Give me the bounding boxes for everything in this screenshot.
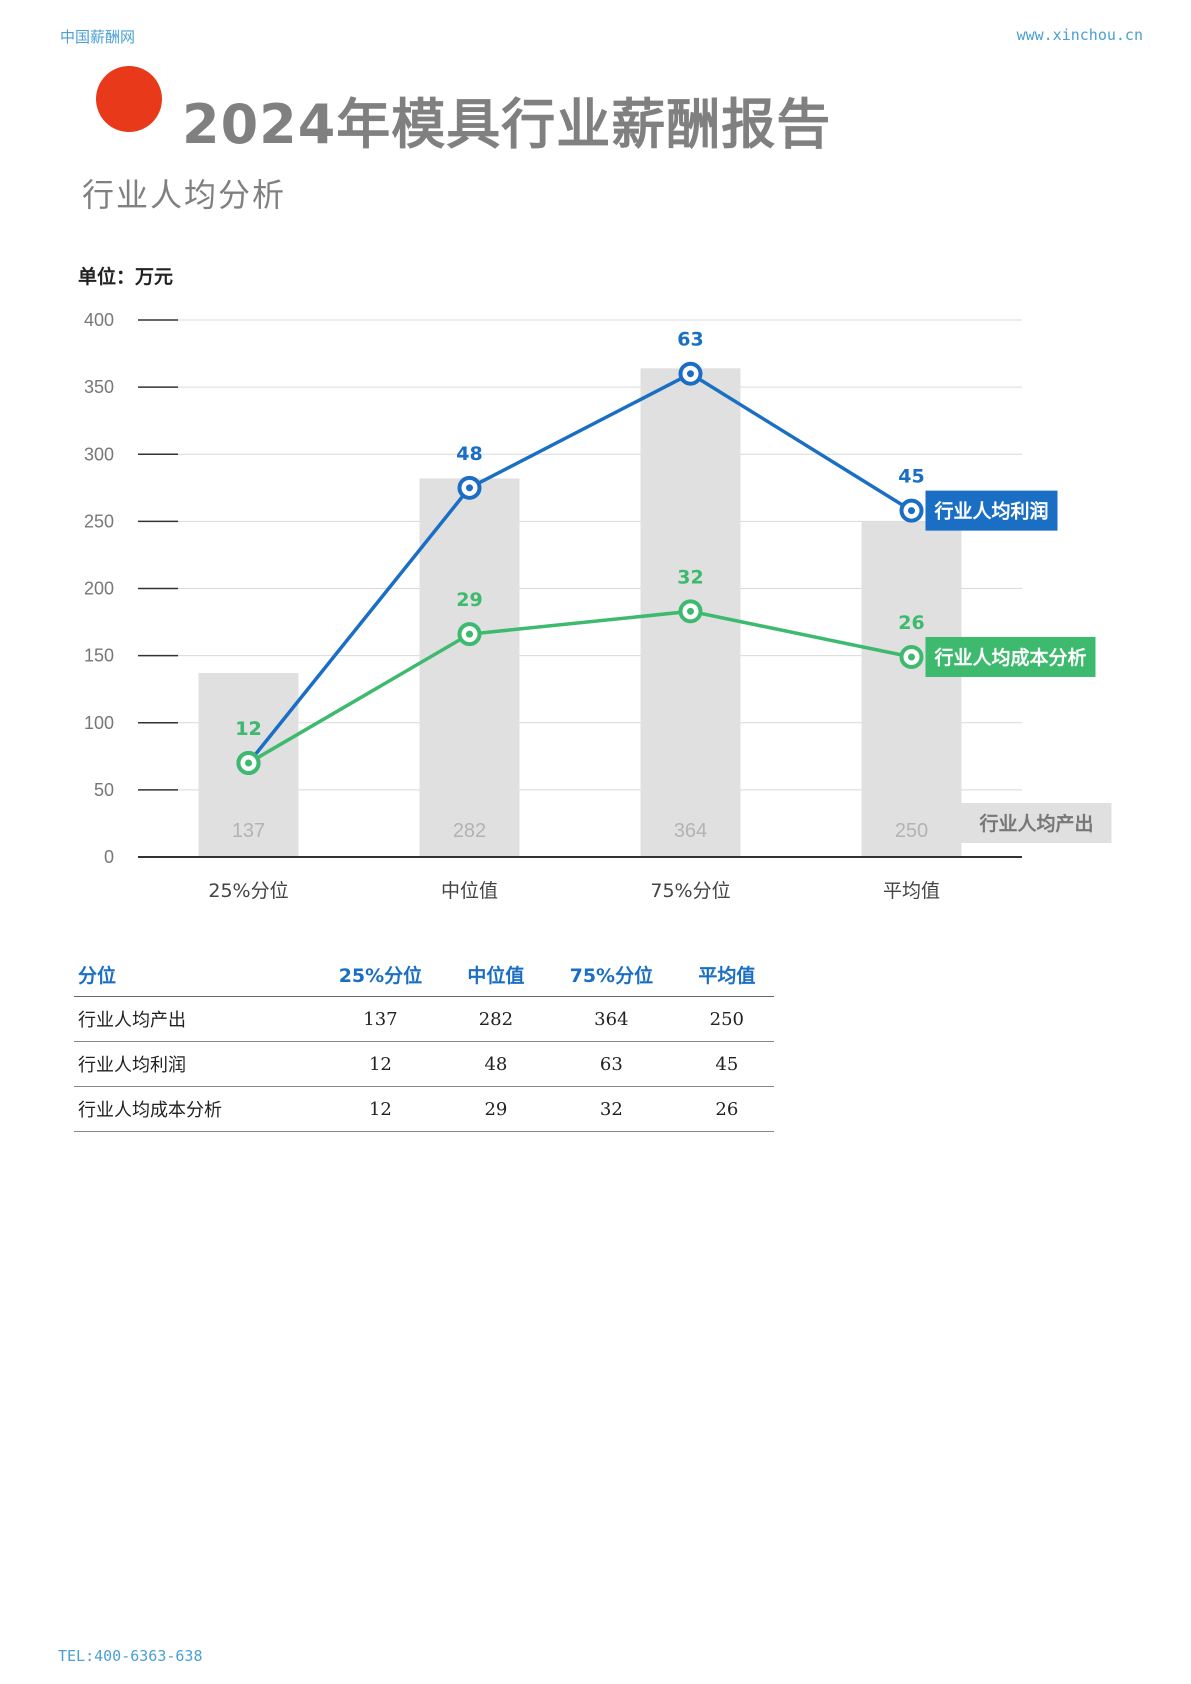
page-title: 2024年模具行业薪酬报告 [182,93,832,156]
table-cell: 12 [312,1041,449,1087]
section-subtitle: 行业人均分析 [82,176,287,214]
y-tick-label: 250 [84,511,114,531]
site-name: 中国薪酬网 [60,28,136,46]
y-tick-label: 0 [104,847,114,867]
table-header-cell: 分位 [74,952,313,997]
table-header-cell: 25%分位 [312,952,449,997]
data-table: 分位 25%分位 中位值 75%分位 平均值 行业人均产出 137 282 36… [74,952,774,1132]
bar [419,478,520,857]
table-row: 行业人均成本分析 12 29 32 26 [74,1086,774,1132]
table-cell: 282 [448,996,544,1042]
table-row: 行业人均利润 12 48 63 45 [74,1041,774,1087]
table-cell: 行业人均成本分析 [74,1086,313,1132]
y-tick-label: 150 [84,646,114,666]
table-cell: 48 [448,1041,544,1087]
unit-label: 单位：万元 [78,266,174,288]
data-point-center [908,507,915,515]
legend-box-output [961,803,1112,843]
data-label: 32 [677,566,703,588]
legend-label-output: 行业人均产出 [978,812,1093,835]
data-label: 48 [456,443,482,465]
series-line [247,371,913,765]
legend-label-line: 行业人均成本分析 [934,646,1087,669]
data-label: 12 [235,718,261,740]
table-header-cell: 平均值 [679,952,774,997]
y-tick-label: 300 [84,444,114,464]
table-cell: 45 [679,1041,774,1087]
table-cell: 63 [543,1041,680,1087]
industry-chart: 0 50 100 150 200 250 300 350 400 137 282 364 250 25%分… [84,310,1112,902]
data-label: 12 [235,718,261,740]
table-cell: 364 [543,996,680,1042]
data-label: 45 [898,466,924,488]
y-tick-label: 350 [84,377,114,397]
bar [861,521,962,857]
bar-value-label: 282 [453,820,486,842]
table-cell: 行业人均产出 [74,996,313,1042]
table-cell: 250 [679,996,774,1042]
table-header-cell: 75%分位 [543,952,680,997]
x-tick-label: 中位值 [441,880,498,902]
data-point-center [466,484,473,492]
legend-box-line [925,490,1058,531]
table-cell: 137 [312,996,449,1042]
data-point-center [466,630,473,638]
bar-value-label: 364 [674,820,707,842]
table-header-row: 分位 25%分位 中位值 75%分位 平均值 [74,952,774,997]
table-cell: 行业人均利润 [74,1041,313,1087]
footer-phone: TEL:400-6363-638 [58,1647,203,1665]
y-tick-label: 200 [84,579,114,599]
bar-value-label: 137 [232,820,265,842]
data-point-center [908,653,915,661]
table-row: 行业人均产出 137 282 364 250 [74,996,774,1042]
table-cell: 26 [679,1086,774,1132]
data-point-center [687,607,694,615]
table-cell: 32 [543,1086,680,1132]
legend-label-line: 行业人均利润 [934,500,1049,523]
data-point-center [245,759,252,767]
site-url[interactable]: www.xinchou.cn [1016,26,1143,44]
data-point-center [687,370,694,378]
legend-box-line [925,636,1096,677]
accent-dot [96,66,162,132]
x-tick-label: 平均值 [883,880,940,902]
y-tick-label: 100 [84,713,114,733]
x-tick-label: 25%分位 [208,880,288,902]
table-header-cell: 中位值 [448,952,544,997]
data-label: 26 [898,612,924,634]
x-tick-label: 75%分位 [650,880,730,902]
y-tick-label: 50 [94,780,114,800]
series-line [247,609,912,765]
data-label: 29 [456,589,482,611]
table-cell: 12 [312,1086,449,1132]
y-tick-label: 400 [84,310,114,330]
table-cell: 29 [448,1086,544,1132]
bar-value-label: 250 [895,820,928,842]
data-label: 63 [677,329,703,351]
